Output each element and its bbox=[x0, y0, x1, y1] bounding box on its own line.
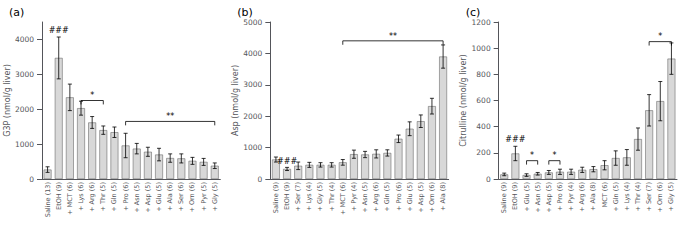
svg-text:+ Gly (5): + Gly (5) bbox=[667, 182, 675, 211]
svg-text:+ Arg (6): + Arg (6) bbox=[372, 182, 380, 212]
svg-text:1000: 1000 bbox=[243, 143, 262, 152]
svg-text:+ Pro (6): + Pro (6) bbox=[395, 182, 403, 211]
svg-text:Saline (13): Saline (13) bbox=[44, 182, 52, 217]
svg-text:+ Asn (5): + Asn (5) bbox=[133, 182, 141, 213]
svg-text:Saline (9): Saline (9) bbox=[500, 182, 508, 213]
svg-text:+ Asn (5): + Asn (5) bbox=[361, 182, 369, 213]
svg-text:*: * bbox=[658, 32, 662, 41]
svg-text:+ Pro (6): + Pro (6) bbox=[122, 182, 130, 211]
svg-text:###: ### bbox=[49, 26, 69, 35]
svg-text:+ Pro (6): + Pro (6) bbox=[556, 182, 564, 211]
svg-text:0: 0 bbox=[486, 175, 491, 184]
svg-text:3000: 3000 bbox=[243, 80, 262, 89]
svg-text:+ Arg (6): + Arg (6) bbox=[578, 182, 586, 212]
svg-text:Saline (9): Saline (9) bbox=[272, 182, 280, 213]
svg-text:+ Glu (5): + Glu (5) bbox=[406, 182, 414, 212]
svg-text:400: 400 bbox=[476, 122, 491, 131]
svg-text:4000: 4000 bbox=[243, 49, 262, 58]
svg-text:+ Pyr (5): + Pyr (5) bbox=[200, 182, 208, 211]
svg-text:+ Gly (5): + Gly (5) bbox=[316, 182, 324, 211]
svg-text:EtOH (9): EtOH (9) bbox=[283, 182, 291, 210]
svg-text:+ Ser (6): + Ser (6) bbox=[177, 182, 185, 212]
svg-text:+ Lys (4): + Lys (4) bbox=[305, 182, 313, 211]
svg-text:+ Thr (4): + Thr (4) bbox=[328, 182, 336, 212]
svg-text:+ Orn (6): + Orn (6) bbox=[428, 182, 436, 213]
svg-text:+ Gly (5): + Gly (5) bbox=[211, 182, 219, 211]
svg-text:###: ### bbox=[277, 157, 297, 166]
svg-text:+ Thr (5): + Thr (5) bbox=[99, 182, 107, 212]
svg-text:MCT (6): MCT (6) bbox=[601, 182, 609, 207]
svg-text:+ Ser (7): + Ser (7) bbox=[294, 182, 302, 212]
svg-text:+ Thr (4): + Thr (4) bbox=[634, 182, 642, 212]
svg-text:5000: 5000 bbox=[243, 17, 263, 27]
svg-text:+ Glu (5): + Glu (5) bbox=[523, 182, 531, 212]
svg-text:(c): (c) bbox=[466, 6, 481, 19]
svg-text:+ Ala (6): + Ala (6) bbox=[166, 182, 174, 211]
svg-text:200: 200 bbox=[476, 148, 491, 157]
svg-text:EtOH (9): EtOH (9) bbox=[511, 182, 519, 210]
svg-text:+ Ala (8): + Ala (8) bbox=[589, 182, 597, 211]
svg-text:*: * bbox=[90, 91, 94, 100]
svg-text:G3P (nmol/g liver): G3P (nmol/g liver) bbox=[3, 64, 12, 137]
svg-text:600: 600 bbox=[476, 96, 491, 105]
svg-text:+ Gln (5): + Gln (5) bbox=[110, 182, 118, 212]
svg-text:+ Asp (5): + Asp (5) bbox=[144, 182, 152, 213]
svg-text:Citrulline (nmol/g liver): Citrulline (nmol/g liver) bbox=[459, 54, 468, 146]
svg-text:EtOH (9): EtOH (9) bbox=[55, 182, 63, 210]
svg-text:+ Pyr (4): + Pyr (4) bbox=[350, 182, 358, 211]
svg-text:+ Pyr (4): + Pyr (4) bbox=[567, 182, 575, 211]
svg-text:2000: 2000 bbox=[243, 112, 262, 121]
svg-text:+ Arg (6): + Arg (6) bbox=[88, 182, 96, 212]
svg-text:1000: 1000 bbox=[15, 140, 34, 149]
svg-text:1200: 1200 bbox=[471, 17, 491, 27]
svg-text:800: 800 bbox=[476, 70, 491, 79]
svg-text:###: ### bbox=[505, 135, 525, 144]
svg-text:*: * bbox=[530, 151, 534, 160]
svg-text:+ Ala (8): + Ala (8) bbox=[439, 182, 447, 211]
svg-text:(b): (b) bbox=[237, 6, 253, 19]
svg-text:*: * bbox=[552, 151, 556, 160]
svg-text:0: 0 bbox=[29, 175, 34, 184]
svg-text:+ Orn (6): + Orn (6) bbox=[188, 182, 196, 213]
svg-text:+ Gln (5): + Gln (5) bbox=[383, 182, 391, 212]
svg-text:+ Asp (5): + Asp (5) bbox=[545, 182, 553, 213]
svg-text:(a): (a) bbox=[9, 6, 24, 19]
svg-text:+ Glu (5): + Glu (5) bbox=[155, 182, 163, 212]
svg-text:2000: 2000 bbox=[15, 105, 34, 114]
svg-text:**: ** bbox=[166, 112, 174, 121]
svg-text:1000: 1000 bbox=[472, 44, 491, 53]
svg-text:+ Lys (6): + Lys (6) bbox=[77, 182, 85, 211]
svg-text:0: 0 bbox=[258, 175, 263, 184]
svg-text:4000: 4000 bbox=[15, 35, 34, 44]
svg-text:+ Ser (7): + Ser (7) bbox=[645, 182, 653, 212]
svg-text:3000: 3000 bbox=[15, 70, 34, 79]
svg-text:+ MCT (6): + MCT (6) bbox=[339, 182, 347, 215]
svg-text:+ Orn (6): + Orn (6) bbox=[656, 182, 664, 213]
svg-text:+ Lys (4): + Lys (4) bbox=[623, 182, 631, 211]
svg-text:+ Gln (5): + Gln (5) bbox=[612, 182, 620, 212]
svg-text:Asp (nmol/g liver): Asp (nmol/g liver) bbox=[231, 65, 240, 136]
svg-text:**: ** bbox=[389, 32, 397, 41]
svg-text:+ Asn (5): + Asn (5) bbox=[534, 182, 542, 213]
svg-text:+ MCT (6): + MCT (6) bbox=[66, 182, 74, 215]
svg-text:+ Asp (5): + Asp (5) bbox=[417, 182, 425, 213]
